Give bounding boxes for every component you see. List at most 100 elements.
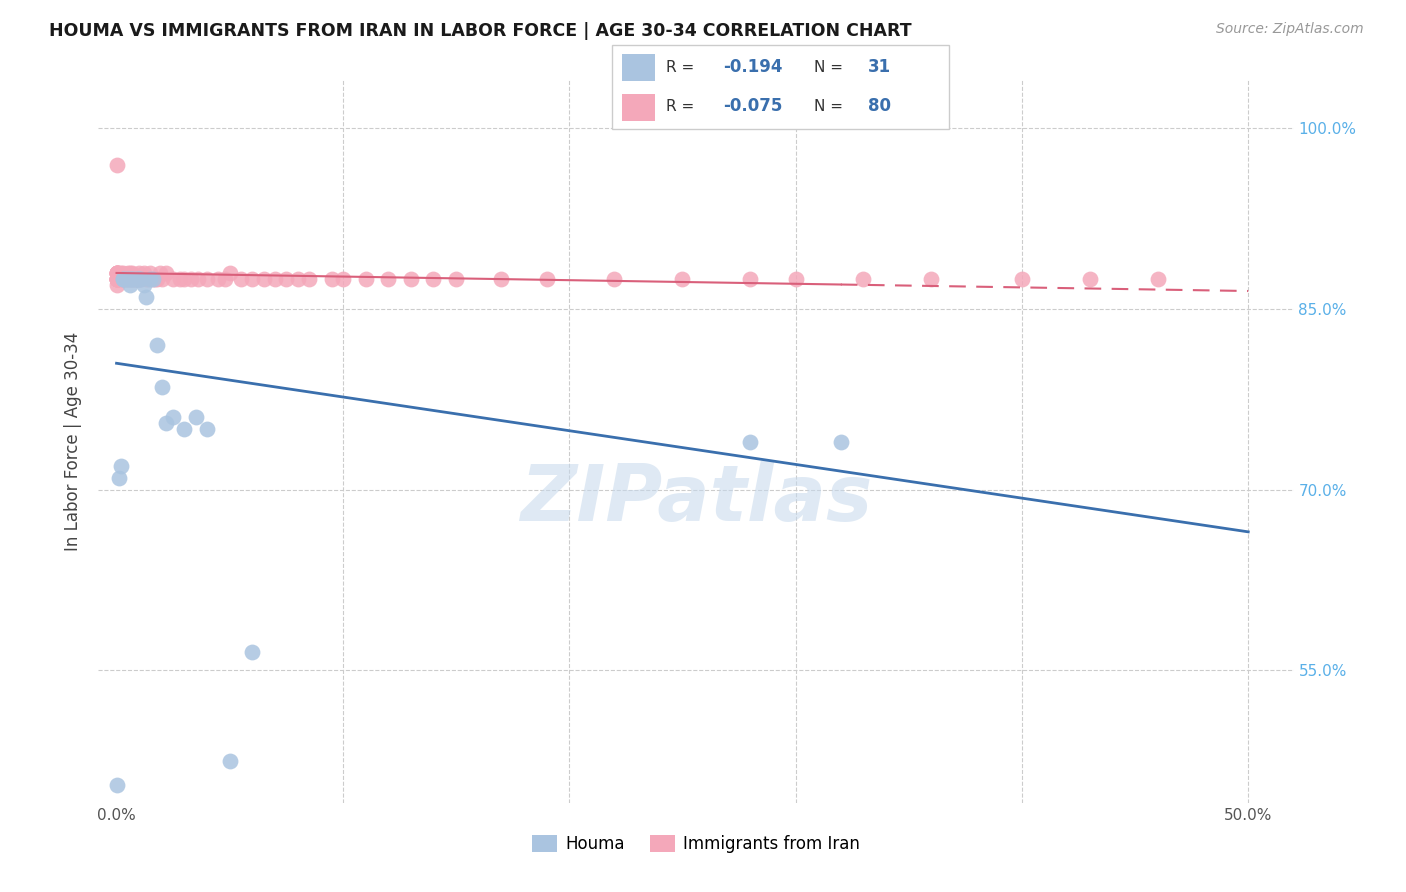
Point [214, 272, 236, 286]
Point [117, 272, 139, 286]
Point [354, 272, 377, 286]
Text: HOUMA VS IMMIGRANTS FROM IRAN IN LABOR FORCE | AGE 30-34 CORRELATION CHART: HOUMA VS IMMIGRANTS FROM IRAN IN LABOR F… [49, 22, 912, 40]
Point [195, 423, 218, 437]
Bar [621, 94, 655, 120]
Point [173, 423, 195, 437]
Text: 31: 31 [868, 59, 891, 77]
Point [114, 272, 136, 286]
Point [136, 272, 159, 286]
Bar [621, 54, 655, 81]
Point [536, 272, 558, 286]
Point [146, 338, 169, 352]
Point [120, 272, 142, 286]
Point [120, 272, 142, 286]
Point [117, 272, 139, 286]
Point [218, 754, 240, 768]
Text: R =: R = [665, 99, 699, 114]
Point [253, 272, 276, 286]
Point [128, 272, 150, 286]
Point [148, 266, 170, 280]
Point [107, 471, 129, 485]
Point [444, 272, 467, 286]
Point [142, 272, 165, 286]
Point [143, 272, 166, 286]
Point [105, 158, 128, 172]
Point [150, 380, 173, 394]
Point [125, 272, 148, 286]
Point [264, 272, 287, 286]
Point [121, 266, 143, 280]
Point [785, 272, 807, 286]
Point [377, 272, 399, 286]
Point [162, 272, 184, 286]
Point [105, 272, 128, 286]
Point [124, 272, 146, 286]
Point [1078, 272, 1101, 286]
Text: ZIPatlas: ZIPatlas [520, 461, 872, 537]
Point [120, 266, 142, 280]
Point [125, 272, 148, 286]
Point [135, 272, 157, 286]
Point [180, 272, 202, 286]
Text: -0.075: -0.075 [723, 97, 782, 115]
Point [187, 272, 209, 286]
Text: -0.194: -0.194 [723, 59, 783, 77]
Point [105, 272, 128, 286]
Point [128, 272, 150, 286]
Point [105, 266, 128, 280]
Point [332, 272, 354, 286]
Text: N =: N = [814, 99, 848, 114]
Point [276, 272, 298, 286]
Point [121, 272, 143, 286]
Point [120, 278, 142, 293]
Point [173, 272, 195, 286]
Point [114, 272, 136, 286]
Point [603, 272, 626, 286]
Text: Source: ZipAtlas.com: Source: ZipAtlas.com [1216, 22, 1364, 37]
Point [240, 272, 263, 286]
Point [125, 272, 148, 286]
Point [155, 417, 177, 431]
Point [105, 272, 128, 286]
Text: R =: R = [665, 60, 699, 75]
Point [128, 272, 150, 286]
Point [218, 266, 240, 280]
Point [105, 266, 128, 280]
Point [124, 272, 146, 286]
Point [139, 266, 162, 280]
Point [132, 266, 155, 280]
Point [124, 272, 146, 286]
Point [105, 272, 128, 286]
Point [184, 410, 207, 425]
Point [422, 272, 444, 286]
Point [671, 272, 693, 286]
Point [117, 266, 139, 280]
Point [139, 272, 162, 286]
Point [112, 266, 135, 280]
Point [105, 266, 128, 280]
Point [240, 645, 263, 659]
Point [105, 778, 128, 792]
Point [150, 272, 173, 286]
Point [830, 434, 852, 449]
Point [128, 266, 150, 280]
Point [207, 272, 229, 286]
Point [298, 272, 321, 286]
FancyBboxPatch shape [612, 45, 949, 129]
Point [110, 272, 132, 286]
Point [321, 272, 343, 286]
Point [112, 272, 135, 286]
Point [229, 272, 252, 286]
Point [105, 266, 128, 280]
Point [162, 410, 184, 425]
Point [112, 272, 135, 286]
Legend: Houma, Immigrants from Iran: Houma, Immigrants from Iran [526, 828, 866, 860]
Point [135, 290, 157, 304]
Y-axis label: In Labor Force | Age 30-34: In Labor Force | Age 30-34 [65, 332, 83, 551]
Point [105, 266, 128, 280]
Point [110, 458, 132, 473]
Point [131, 272, 153, 286]
Point [169, 272, 191, 286]
Point [121, 272, 143, 286]
Point [740, 272, 762, 286]
